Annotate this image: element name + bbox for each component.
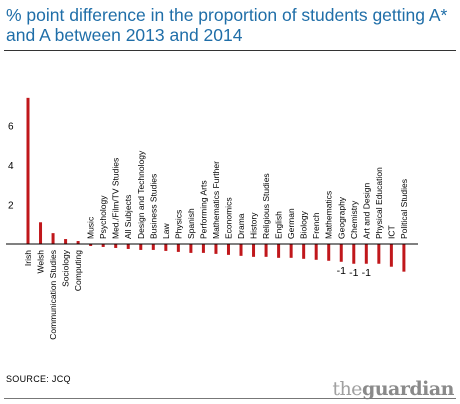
category-label: Welsh (36, 250, 46, 274)
category-label: Religious Studies (261, 173, 271, 239)
category-label: Computing (73, 250, 83, 291)
bar-spanish (189, 244, 193, 253)
category-label: Physical Education (374, 167, 384, 239)
bar-drama (239, 244, 243, 256)
category-label: Mathematics Further (211, 161, 221, 239)
category-label: Music (86, 216, 96, 239)
category-label: Mathematics (324, 191, 334, 239)
category-label: All Subjects (123, 195, 133, 239)
bar-law (164, 244, 168, 251)
data-labels: -1 -1 -1 (337, 265, 372, 279)
bar-psychology (101, 244, 105, 247)
bar-geography (339, 244, 343, 262)
guardian-logo: theguardian (332, 378, 454, 400)
category-label: Chemistry (349, 200, 359, 239)
category-label: Spanish (186, 208, 196, 239)
category-label: Economics (223, 197, 233, 239)
category-label: Geography (336, 196, 346, 239)
category-label: Sociology (61, 249, 71, 287)
category-label: History (249, 212, 259, 239)
bar-ict (389, 244, 393, 267)
y-tick-label: 2 (8, 201, 14, 212)
category-label: English (274, 211, 284, 239)
bar-computing (76, 241, 80, 244)
bar-economics (226, 244, 230, 255)
bar-history (252, 244, 256, 257)
category-label: ICT (386, 225, 396, 239)
bar-chart: 2 4 6 Irish Welsh Communication Studies Socio… (6, 97, 418, 340)
y-tick-label: 4 (8, 161, 14, 172)
category-label: Art and Design (361, 183, 371, 239)
category-label: Drama (236, 213, 246, 239)
bar-welsh (39, 222, 43, 244)
bar-political-studies (402, 244, 406, 272)
title-divider (4, 50, 456, 51)
bar-art-and-design (364, 244, 368, 264)
source-note: SOURCE: JCQ (6, 374, 71, 384)
bar-irish (26, 97, 30, 244)
category-label: Communication Studies (48, 250, 58, 340)
bar-all-subjects (126, 244, 130, 249)
y-axis-ticks: 2 4 6 (8, 122, 14, 212)
bar-music (89, 244, 93, 246)
bar-mathematics-further (214, 244, 218, 254)
bar-design-and-technology (139, 244, 143, 250)
bar-med-film-tv-studies (114, 244, 118, 248)
category-label: Psychology (98, 195, 108, 239)
category-label: Irish (23, 250, 33, 266)
data-label: -1 (337, 265, 346, 277)
category-label: Business Studies (148, 174, 158, 239)
category-label: Law (161, 223, 171, 239)
y-tick-label: 6 (8, 122, 14, 133)
category-label: Physics (173, 210, 183, 239)
category-label: Med./Film/TV Studies (111, 158, 121, 239)
bar-german (289, 244, 293, 258)
category-label: Performing Arts (198, 180, 208, 239)
bar-physics (176, 244, 180, 252)
bar-mathematics (327, 244, 331, 261)
bars (26, 97, 406, 272)
footer-divider (4, 398, 456, 399)
bar-sociology (64, 239, 68, 244)
category-label: Political Studies (399, 179, 409, 239)
category-label: Design and Technology (136, 150, 146, 239)
data-label: -1 (349, 267, 358, 279)
bar-physical-education (377, 244, 381, 264)
category-label: Biology (299, 210, 309, 239)
data-label: -1 (362, 267, 371, 279)
category-label: French (311, 212, 321, 239)
bar-business-studies (151, 244, 155, 250)
bar-chemistry (352, 244, 356, 264)
bar-religious-studies (264, 244, 268, 257)
bar-performing-arts (201, 244, 205, 253)
bar-biology (302, 244, 306, 259)
chart-title: % point difference in the proportion of … (6, 5, 448, 45)
category-labels: Irish Welsh Communication Studies Sociology… (23, 150, 409, 340)
bar-communication-studies (51, 233, 55, 244)
bar-french (314, 244, 318, 260)
bar-english (277, 244, 281, 258)
category-label: German (286, 208, 296, 239)
